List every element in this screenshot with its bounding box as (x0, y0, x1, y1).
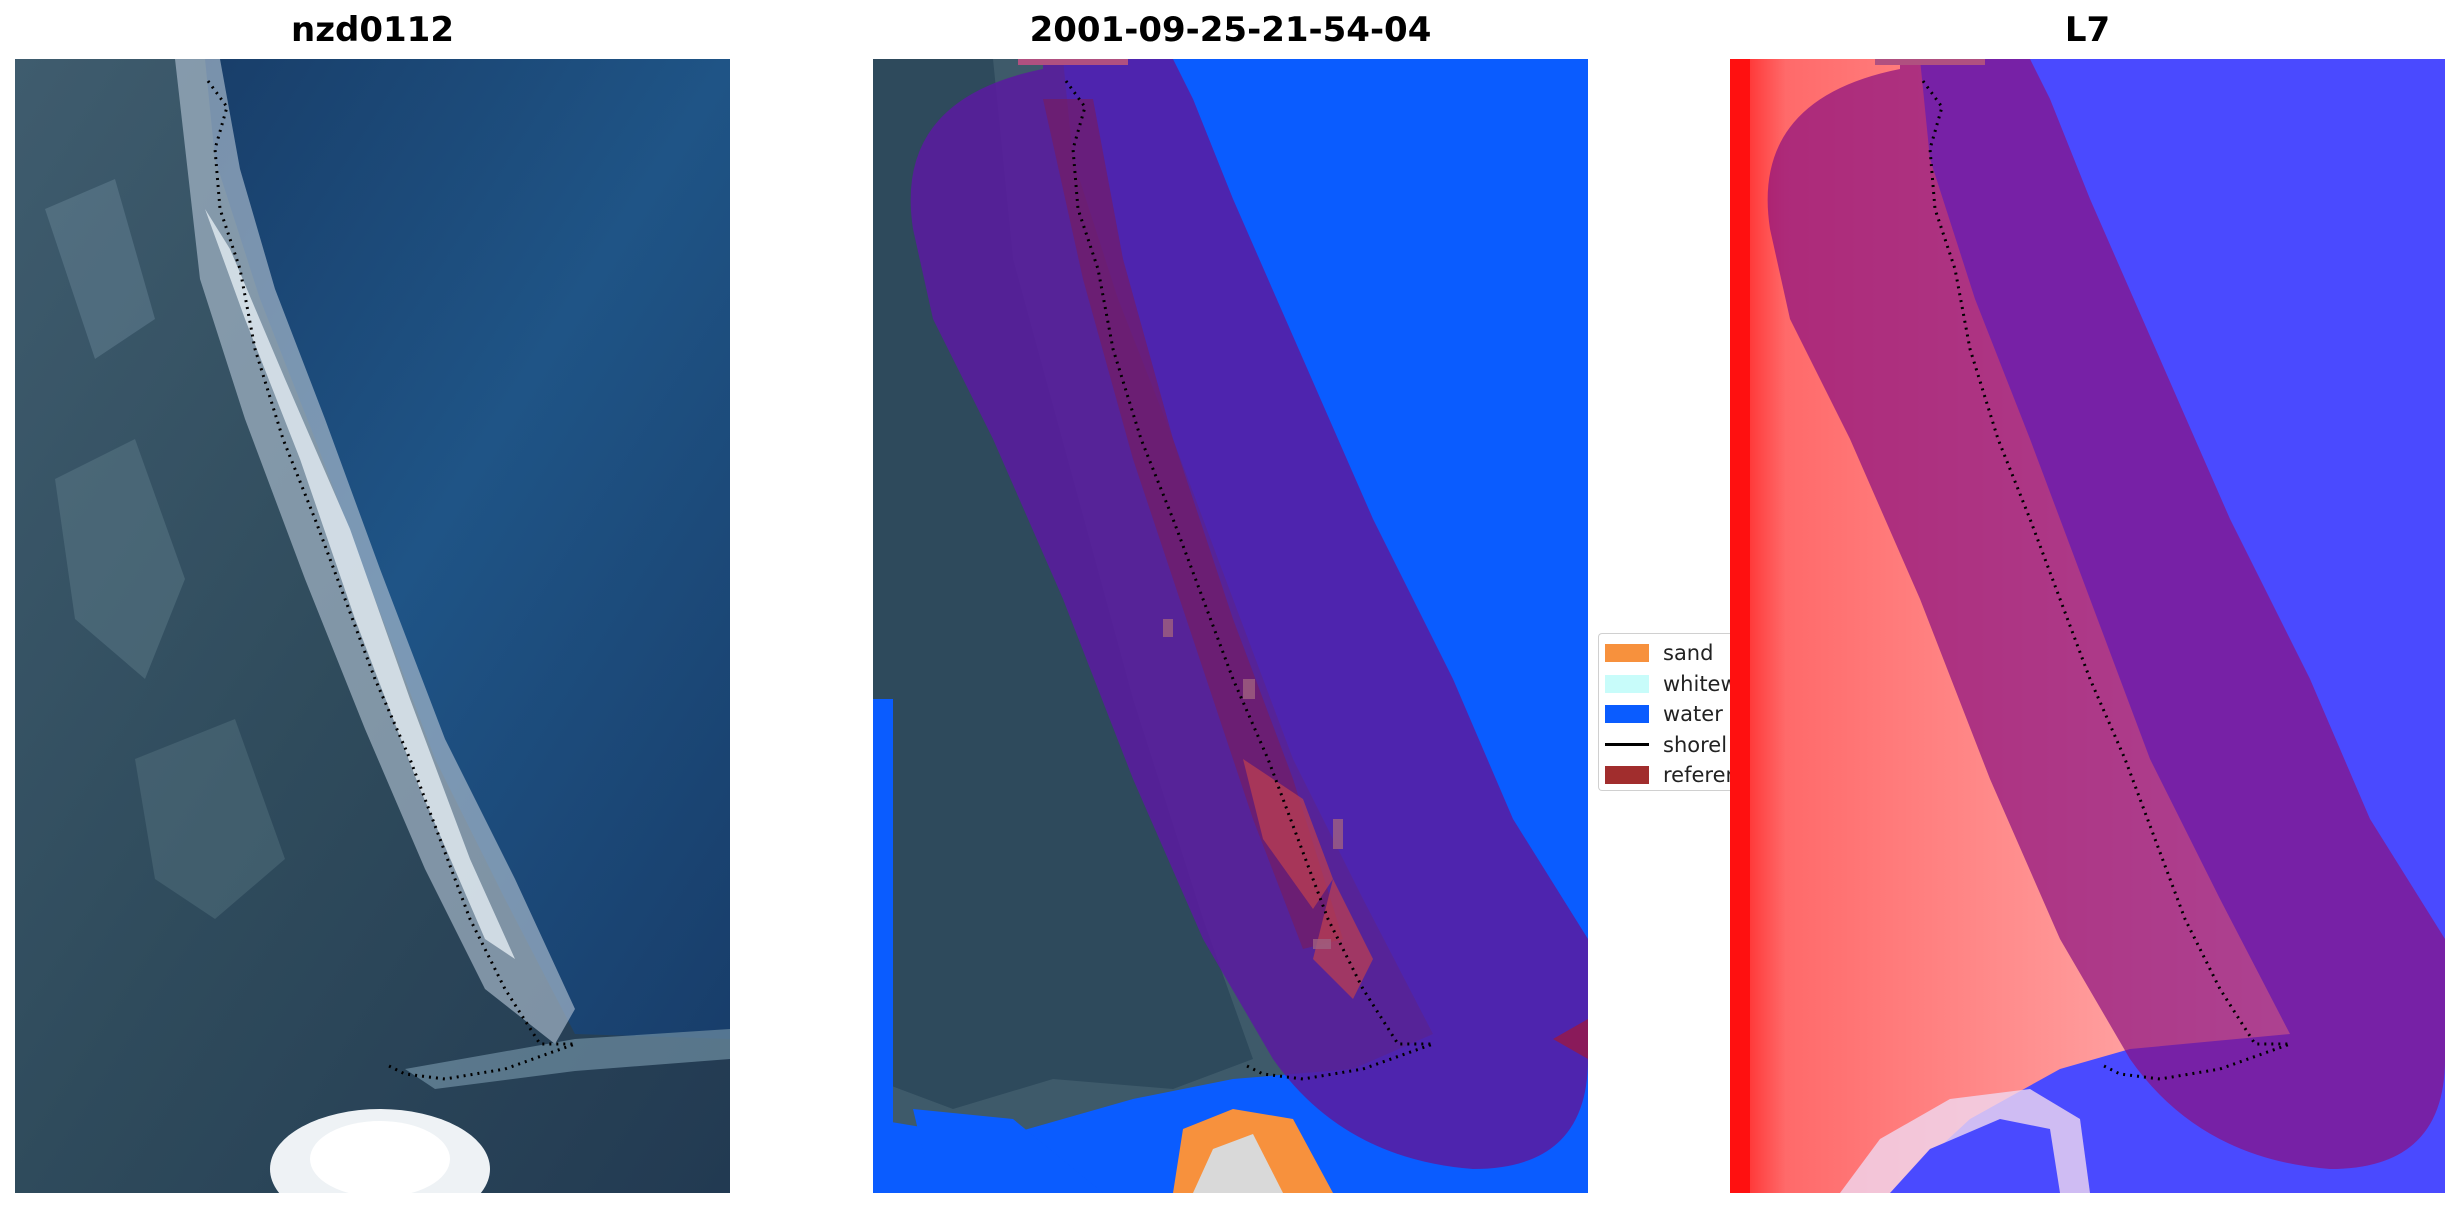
panel-title-index: L7 (2064, 10, 2111, 50)
panel-title-classified: 2001-09-25-21-54-04 (1029, 10, 1432, 50)
legend-label: referen (1663, 763, 1730, 788)
rgb-image-panel (15, 59, 730, 1193)
classification-overlay (873, 59, 1588, 1193)
panel-title-rgb: nzd0112 (291, 10, 454, 50)
legend-item-shoreline: shorel (1599, 730, 1730, 761)
legend-swatch-reference (1605, 766, 1649, 785)
legend-swatch-sand (1605, 644, 1649, 663)
legend-swatch-water (1605, 705, 1649, 724)
legend-item-water: water (1599, 699, 1730, 730)
legend-line-shoreline (1605, 743, 1649, 747)
water-index-image (1730, 59, 2445, 1193)
legend-label: sand (1663, 641, 1714, 666)
index-panel (1730, 59, 2445, 1193)
legend-item-sand: sand (1599, 638, 1730, 669)
legend-swatch-whitewater (1605, 674, 1649, 693)
legend-label: shorel (1663, 732, 1728, 757)
rgb-satellite-image (15, 59, 730, 1193)
classification-panel (873, 59, 1588, 1193)
legend-item-reference: referen (1599, 760, 1730, 790)
legend-label: water (1663, 702, 1723, 727)
